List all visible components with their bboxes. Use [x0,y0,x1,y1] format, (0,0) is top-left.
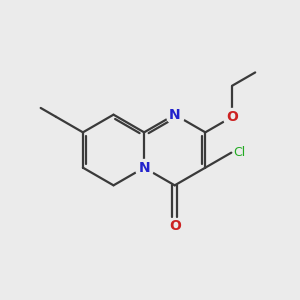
Text: N: N [169,108,181,122]
Text: N: N [138,161,150,175]
Text: Cl: Cl [234,146,246,159]
Text: O: O [169,219,181,232]
Text: O: O [226,110,238,124]
